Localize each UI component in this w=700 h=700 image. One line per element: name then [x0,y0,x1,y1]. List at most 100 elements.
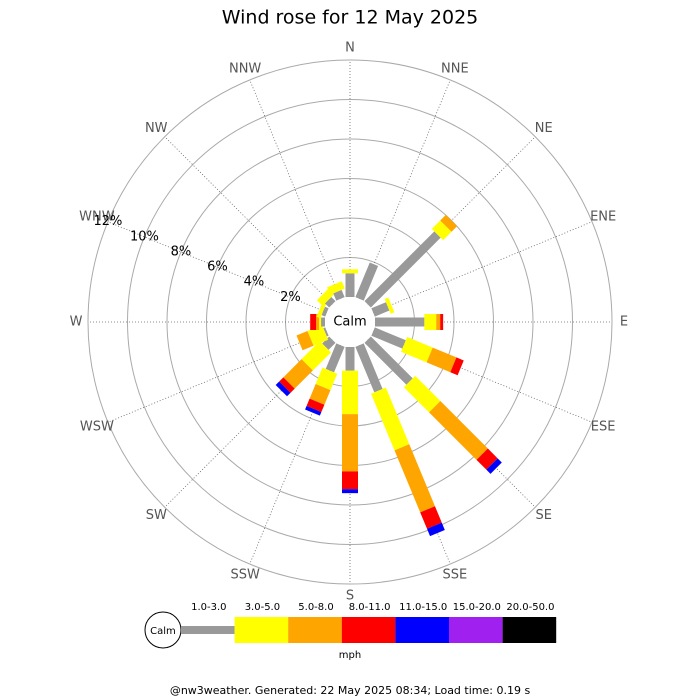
bar-segment [342,414,358,472]
legend-calm-label: Calm [150,626,176,637]
chart-title: Wind rose for 12 May 2025 [222,7,479,29]
bar-segment [333,289,345,301]
calm-circle [327,299,373,345]
bar-segment [364,336,413,385]
direction-label: SW [146,508,167,523]
radial-line [359,79,451,300]
ring-label: 10% [130,229,159,244]
direction-label: ENE [590,210,616,225]
legend-label: 1.0-3.0 [191,602,226,613]
ring [87,59,613,585]
bar-segment [321,306,329,317]
legend-swatch [181,626,235,634]
legend-label: 20.0-50.0 [506,602,554,613]
radial-line [107,221,328,313]
direction-label: N [345,41,355,56]
direction-label: E [620,315,628,330]
bars [275,214,502,537]
bar-segment [310,314,317,330]
legend-swatch [341,617,396,643]
direction-label: NW [145,121,168,136]
radial-line [164,136,333,305]
radial-line [107,331,328,423]
bar-segment [342,269,358,274]
bar-segment [316,302,327,319]
direction-label: SSE [442,568,467,583]
direction-label: S [346,589,354,604]
radial-line [249,79,341,300]
bar-segment [427,522,445,537]
bar-segment [371,327,406,349]
bar-segment [345,347,355,371]
bar-segment [342,370,358,415]
direction-label: WNW [79,210,115,225]
direction-label: NNW [229,61,261,76]
ring-label: 8% [171,244,192,259]
bar-segment [355,262,379,301]
bar-segment [305,405,322,416]
direction-label: SSW [230,568,260,583]
ring-label: 2% [280,290,301,305]
bar-segment [403,375,441,413]
bar-segment [279,377,295,393]
calm-label: Calm [333,315,366,330]
legend-swatch [502,617,557,643]
bar-segment [322,336,336,350]
bar-segment [325,343,345,373]
bar-segment [371,387,410,451]
legend-label: 11.0-15.0 [399,602,447,613]
ring-label: 4% [244,275,265,290]
bar-segment [440,214,458,232]
bar-segment [431,220,452,241]
bar-segment [326,281,345,295]
bar-segment [436,314,441,330]
bar-segment [275,381,291,397]
bar-segment [342,471,358,490]
bar-segment [355,343,383,393]
bar-segment [283,359,313,389]
legend-label: 8.0-11.0 [349,602,391,613]
bar-segment [309,384,331,405]
ring [127,99,573,545]
ring-label: 6% [207,260,228,275]
legend-unit: mph [339,650,361,661]
bar-segment [321,317,325,327]
direction-label: NNE [441,61,469,76]
bar-segment [307,324,329,346]
bar-segment [426,347,457,373]
bar-segment [301,341,331,371]
bar-segment [420,506,442,529]
direction-label: SE [536,508,552,523]
bar-segment [315,367,338,391]
bar-segment [429,401,488,460]
ring-label: 12% [93,214,122,229]
bar-segment [306,398,325,413]
bar-segment [324,296,336,308]
bar-segment [375,317,425,327]
bar-segment [296,330,314,351]
bar-segment [345,273,355,297]
bar-segment [323,327,329,337]
bar-segment [394,444,435,513]
bar-segment [486,458,502,474]
radial-line [372,221,593,313]
direction-label: W [70,315,83,330]
overlay: 2% 4% 6% 8% 10% 12% Calm Calm 1.0-3.0 3.0-5.0 5.0-… [93,214,557,661]
bar-segment [371,302,390,317]
bar-segment [342,489,358,494]
legend-label: 15.0-20.0 [453,602,501,613]
bar-segment [384,297,395,314]
footer: @nw3weather. Generated: 22 May 2025 08:3… [170,684,531,697]
bar-segment [450,357,464,376]
bar-segment [424,314,437,330]
direction-label: ESE [591,419,616,434]
legend-label: 3.0-5.0 [245,602,280,613]
direction-label: NE [535,121,553,136]
legend-swatch [288,617,342,643]
bar-segment [364,231,441,308]
legend-swatch [449,617,503,643]
direction-label: WSW [80,419,114,434]
ring [166,138,534,506]
bar-segment [440,314,444,330]
